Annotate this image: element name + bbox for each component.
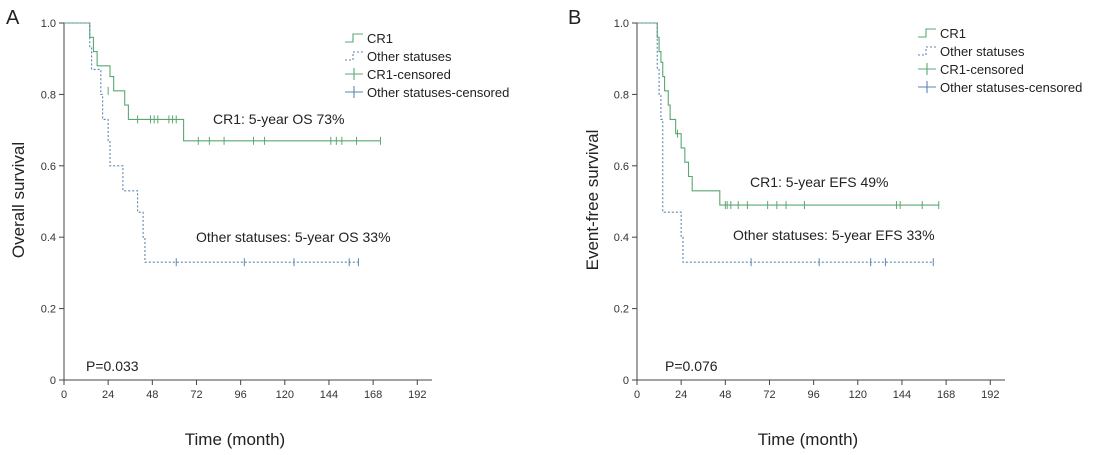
panel-b-legend-glyph-cr1 — [918, 28, 936, 38]
panel-a-x-tick-label: 168 — [364, 389, 382, 401]
panel-b-x-tick-label: 0 — [634, 389, 640, 401]
panel-b-y-tick-label: 0.4 — [614, 232, 629, 244]
panel-a-other-annotation: Other statuses: 5-year OS 33% — [196, 229, 391, 245]
panel-a-x-tick-label: 96 — [235, 389, 247, 401]
panel-b-xlabel: Time (month) — [758, 430, 858, 449]
panel-b-other-annotation: Other statuses: 5-year EFS 33% — [733, 227, 935, 243]
panel-b-legend-label: Other statuses-censored — [940, 80, 1082, 95]
panel-b-series-other-line — [637, 22, 934, 263]
panel-a-x-tick-label: 120 — [276, 389, 294, 401]
panel-a-y-tick-label: 1.0 — [41, 18, 56, 30]
panel-a-y-tick-label: 0 — [50, 375, 56, 387]
panel-a-x-tick-label: 192 — [408, 389, 426, 401]
panel-a-legend-label: CR1 — [367, 31, 393, 46]
panel-a-y-tick-label: 0.8 — [41, 89, 56, 101]
panel-a-ylabel: Overall survival — [9, 142, 28, 258]
panel-a-legend-glyph-cr1 — [345, 33, 363, 43]
panel-a-legend-label: Other statuses — [367, 49, 452, 64]
panel-a-xlabel: Time (month) — [185, 430, 285, 449]
panel-b-legend-label: Other statuses — [940, 44, 1025, 59]
panel-b-x-tick-label: 48 — [719, 389, 731, 401]
panel-b-y-tick-label: 0.2 — [614, 304, 629, 316]
panel-b-y-tick-label: 1.0 — [614, 18, 629, 30]
panel-b-x-tick-label: 72 — [763, 389, 775, 401]
panel-b-series-cr1-line — [637, 22, 939, 206]
panel-a-x-tick-label: 0 — [61, 389, 67, 401]
panel-a-y-tick-label: 0.4 — [41, 232, 56, 244]
panel-a-p-value: P=0.033 — [86, 358, 139, 374]
panel-b-x-tick-label: 168 — [937, 389, 955, 401]
panel-a-series-other-line — [64, 22, 359, 263]
panel-b-y-tick-label: 0.8 — [614, 89, 629, 101]
panel-a-x-tick-label: 72 — [190, 389, 202, 401]
panel-b-ylabel: Event-free survival — [583, 130, 602, 271]
panel-a-cr1-annotation: CR1: 5-year OS 73% — [213, 111, 345, 127]
panel-b-y-tick-label: 0 — [623, 375, 629, 387]
panel-b-y-tick-label: 0.6 — [614, 161, 629, 173]
panel-a-x-tick-label: 144 — [320, 389, 338, 401]
panel-b-x-tick-label: 120 — [849, 389, 867, 401]
panel-a-label: A — [6, 7, 20, 29]
panel-b-x-tick-label: 144 — [893, 389, 911, 401]
panel-b-legend-label: CR1 — [940, 26, 966, 41]
panel-a-legend-glyph-other — [345, 51, 363, 61]
panel-a-x-tick-label: 48 — [146, 389, 158, 401]
panel-b-legend-label: CR1-censored — [940, 62, 1024, 77]
panel-b-x-tick-label: 24 — [675, 389, 687, 401]
panel-b-x-tick-label: 192 — [981, 389, 999, 401]
panel-a-y-tick-label: 0.6 — [41, 161, 56, 173]
panel-a-legend-label: Other statuses-censored — [367, 85, 509, 100]
panel-a-legend-label: CR1-censored — [367, 67, 451, 82]
panel-b-cr1-annotation: CR1: 5-year EFS 49% — [750, 174, 889, 190]
panel-b-x-tick-label: 96 — [808, 389, 820, 401]
panel-b-p-value: P=0.076 — [665, 358, 718, 374]
panel-a-x-tick-label: 24 — [102, 389, 114, 401]
panel-b-legend-glyph-other — [918, 46, 936, 56]
panel-a-y-tick-label: 0.2 — [41, 304, 56, 316]
panel-b-label: B — [568, 7, 581, 29]
